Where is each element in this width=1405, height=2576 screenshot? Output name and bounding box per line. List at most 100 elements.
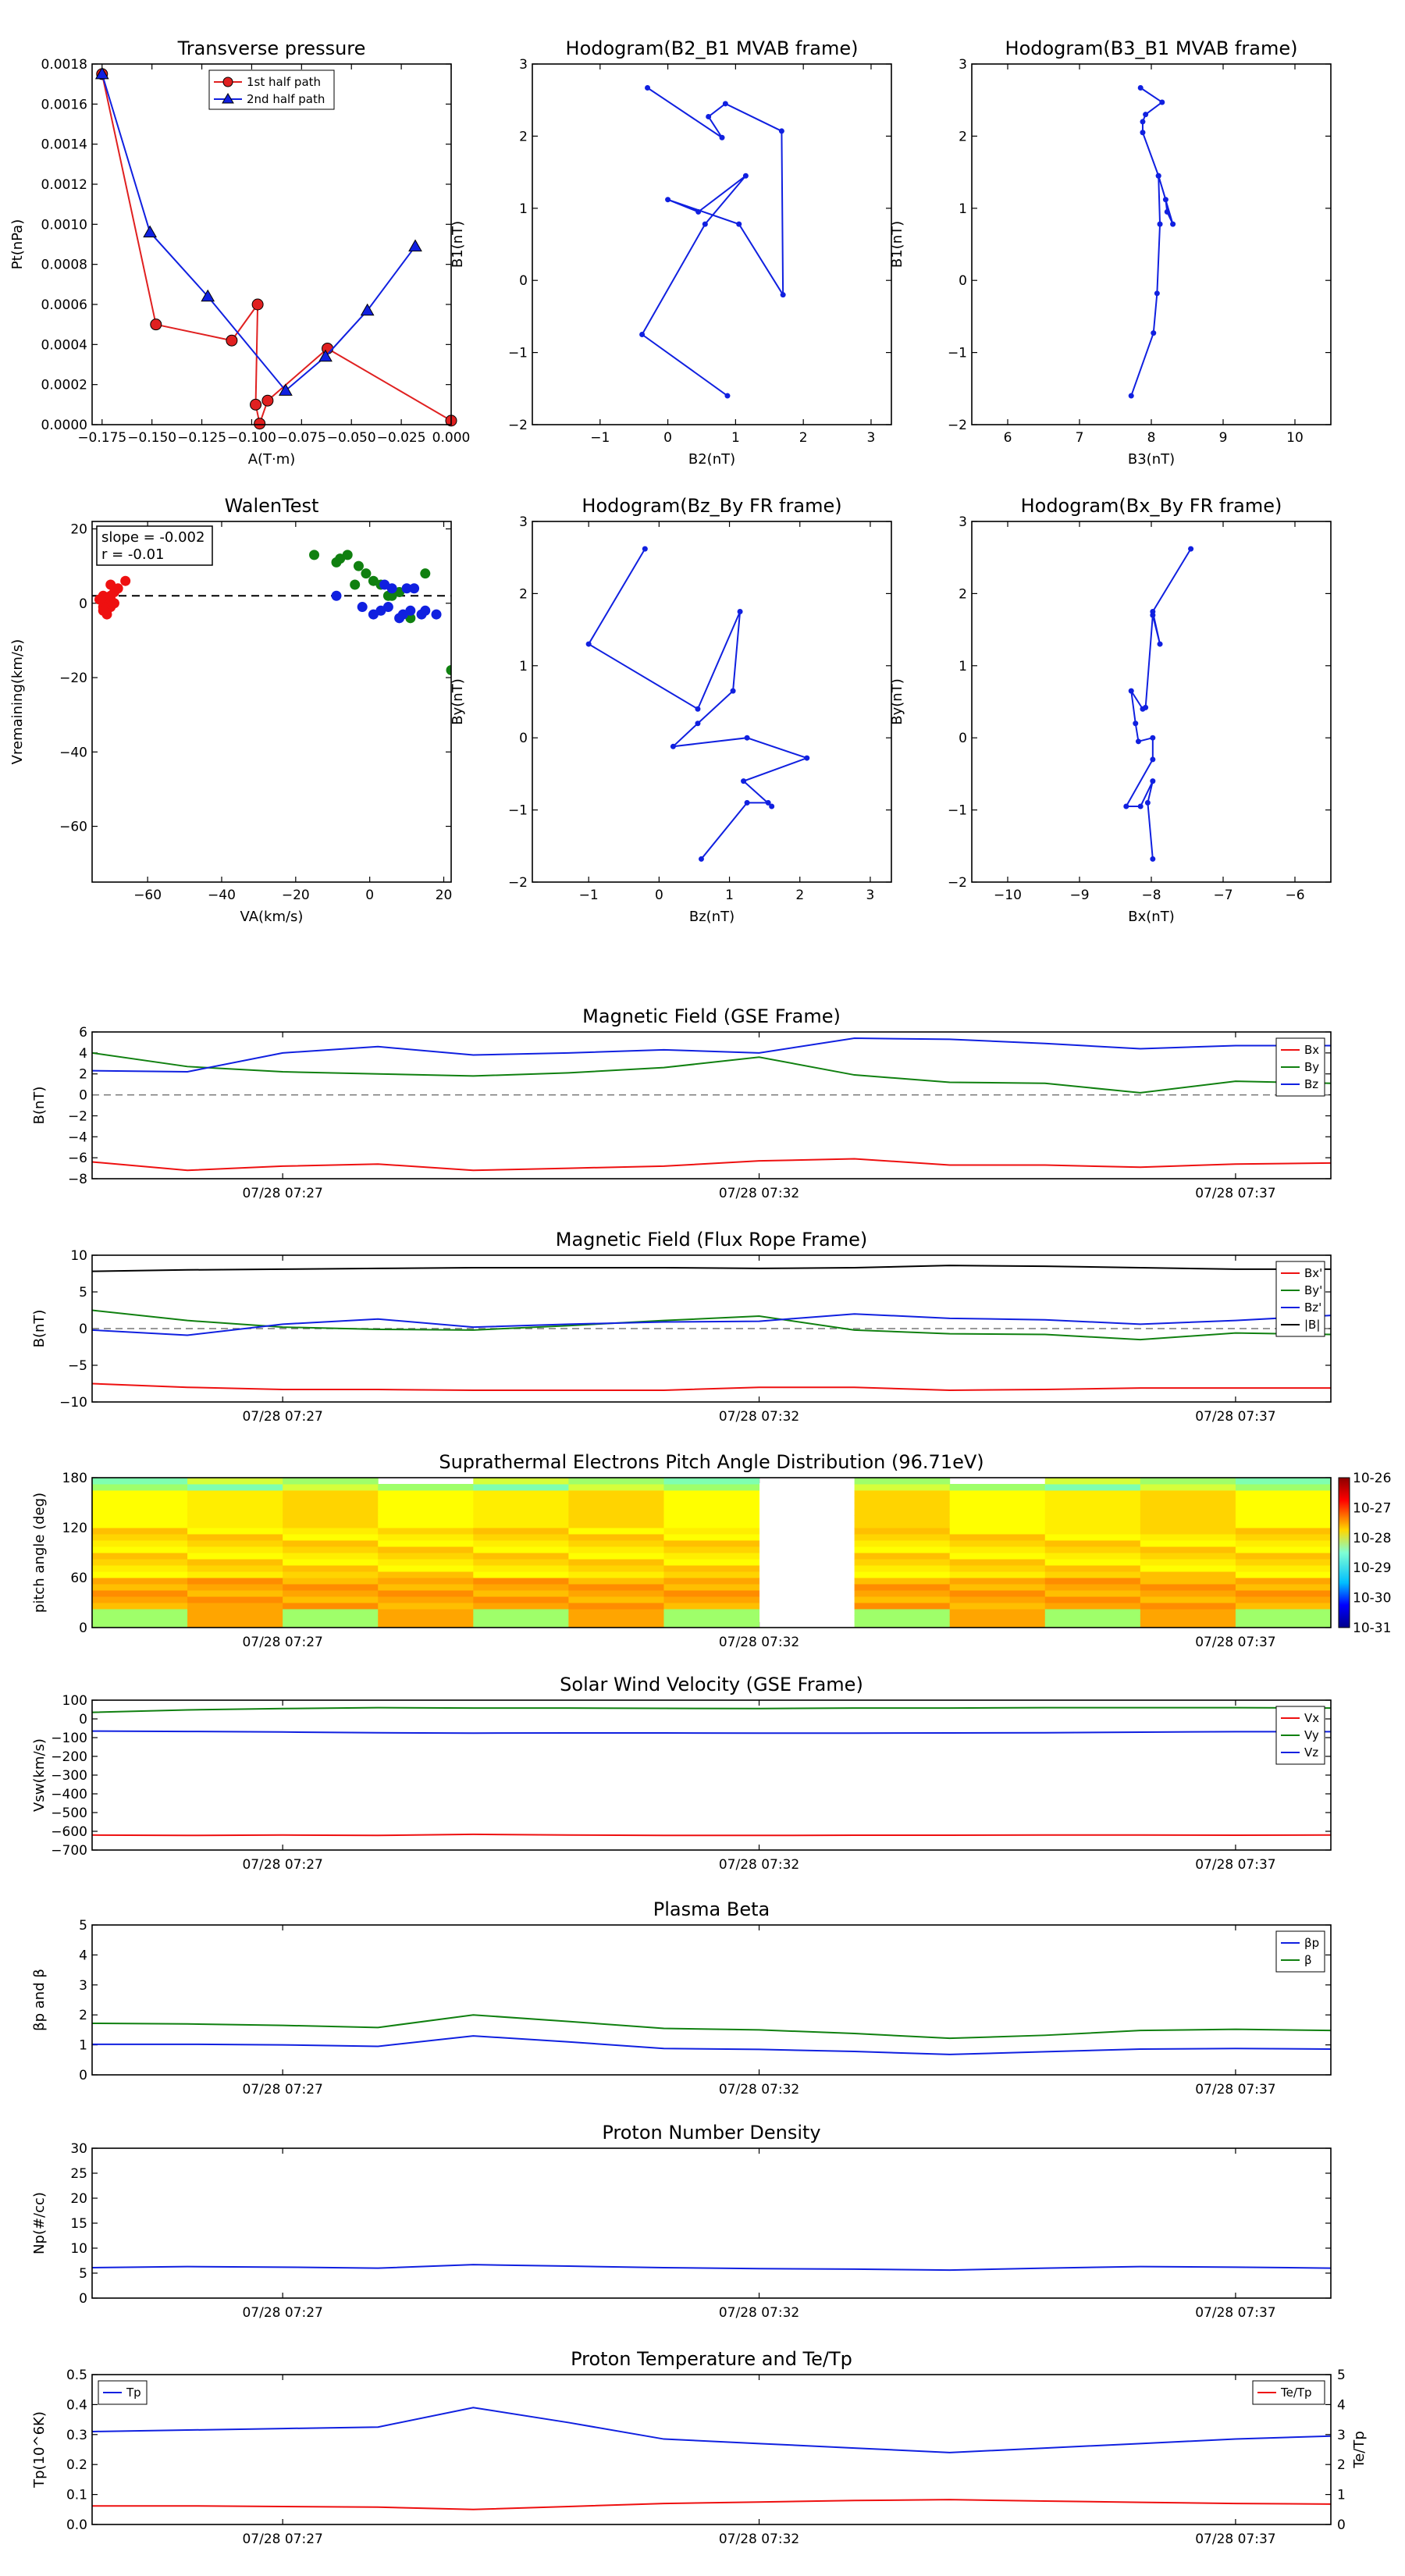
heatmap-cell — [1235, 1515, 1332, 1522]
y-tick-label: −1 — [948, 803, 967, 819]
heatmap-cell — [568, 1603, 664, 1610]
hodogram-trace-point — [1137, 803, 1144, 809]
axes-frame — [91, 1699, 1332, 1851]
heatmap-cell — [1235, 1603, 1332, 1610]
hodogram-trace-point — [1188, 546, 1194, 552]
legend-label: β — [1304, 1953, 1312, 1967]
y-tick-label: −1 — [508, 803, 528, 819]
y-tick-label: 0.5 — [66, 2368, 87, 2383]
heatmap-cell — [1140, 1553, 1236, 1560]
y-tick-label: 0 — [519, 273, 528, 289]
heatmap-cell — [283, 1540, 379, 1547]
y-tick-label: 2 — [959, 586, 967, 602]
colorbar-label: 10-31 — [1353, 1621, 1391, 1636]
y-tick-label: −2 — [948, 875, 967, 891]
heatmap-cell — [92, 1578, 188, 1585]
y-tick-label: 0.0008 — [41, 258, 87, 273]
heatmap-cell — [854, 1496, 951, 1503]
y-tick-label: 3 — [959, 514, 967, 530]
y-tick-label: 0 — [959, 273, 967, 289]
x-tick-label: −7 — [1213, 888, 1232, 903]
heatmap-cell — [1235, 1565, 1332, 1572]
legend-label: By' — [1304, 1283, 1322, 1297]
heatmap-cell — [187, 1528, 283, 1535]
heatmap-cell — [1044, 1584, 1141, 1591]
hodogram-trace-point — [585, 641, 592, 647]
x-tick-label: −0.050 — [327, 430, 376, 446]
heatmap-cell — [1044, 1515, 1141, 1522]
heatmap-cell — [949, 1596, 1046, 1603]
heatmap-cell — [568, 1590, 664, 1597]
y-tick-label: 0 — [519, 731, 528, 746]
heatmap-cell — [949, 1546, 1046, 1553]
heatmap-cell — [473, 1571, 569, 1578]
x-tick-label: 6 — [1004, 430, 1012, 446]
series-β — [92, 2014, 1331, 2040]
y-tick-label: 2 — [519, 586, 528, 602]
x-tick-label: 07/28 07:32 — [719, 1409, 799, 1425]
heatmap-cell — [854, 1534, 951, 1541]
heatmap-cell — [187, 1559, 283, 1566]
axes-frame — [91, 1924, 1332, 2076]
heatmap-cell — [283, 1534, 379, 1541]
heatmap-cell — [473, 1559, 569, 1566]
y-tick-label: −20 — [59, 671, 87, 686]
heatmap-cell — [378, 1515, 474, 1522]
y-tick-label: 0.0010 — [41, 217, 87, 233]
hodogram-trace-point — [695, 720, 701, 727]
heatmap-cell — [473, 1609, 569, 1616]
heatmap-cell — [663, 1515, 760, 1522]
heatmap-cell — [1235, 1609, 1332, 1616]
hodogram-trace-point — [665, 197, 671, 203]
pressure-series-2-marker — [143, 225, 157, 238]
heatmap-cell — [473, 1596, 569, 1603]
heatmap-cell — [283, 1584, 379, 1591]
heatmap-cell — [187, 1615, 283, 1622]
heatmap-cell — [949, 1578, 1046, 1585]
heatmap-cell — [854, 1546, 951, 1553]
y-tick-label: 100 — [62, 1693, 87, 1709]
heatmap-cell — [1044, 1490, 1141, 1497]
x-tick-label: 3 — [867, 430, 876, 446]
heatmap-cell — [92, 1484, 188, 1491]
heatmap-cell — [1044, 1496, 1141, 1503]
pressure-series-1-marker — [322, 342, 334, 354]
heatmap-cell — [949, 1496, 1046, 1503]
heatmap-cell — [568, 1490, 664, 1497]
x-tick-label: 3 — [866, 888, 875, 903]
pressure-series-1 — [101, 73, 451, 425]
legend-box — [1275, 1930, 1325, 1973]
hodogram-trace-point — [1140, 130, 1146, 136]
y-tick-label: −2 — [948, 418, 967, 433]
y-tick-label: −2 — [508, 418, 528, 433]
heatmap-cell — [568, 1565, 664, 1572]
colorbar-label: 10-28 — [1353, 1531, 1391, 1546]
heatmap-cell — [854, 1615, 951, 1622]
walen-point — [353, 560, 364, 571]
heatmap-cell — [663, 1609, 760, 1616]
walen-point — [420, 605, 431, 616]
panel-title: Proton Temperature and Te/Tp — [571, 2348, 852, 2370]
y-tick-label: 2 — [79, 1067, 87, 1083]
heatmap-cell — [283, 1484, 379, 1491]
x-tick-label: 07/28 07:32 — [719, 1857, 799, 1873]
x-tick-label: 0.000 — [432, 430, 471, 446]
heatmap-cell — [378, 1534, 474, 1541]
heatmap-cell — [854, 1609, 951, 1616]
heatmap-cell — [92, 1515, 188, 1522]
y-right-axis-label: Te/Tp — [1351, 2431, 1368, 2469]
hodogram-trace-point — [741, 778, 747, 785]
walen-point — [120, 575, 131, 586]
panel-tp: Transverse pressure 0.0000 0.0002 0.0004 0.0… — [9, 37, 470, 468]
heatmap-cell — [473, 1546, 569, 1553]
heatmap-cell — [1044, 1521, 1141, 1528]
heatmap-cell — [1140, 1540, 1236, 1547]
hodogram-trace-point — [695, 208, 702, 215]
x-tick-label: 07/28 07:32 — [719, 2532, 799, 2547]
heatmap-cell — [949, 1515, 1046, 1522]
heatmap-cell — [1044, 1590, 1141, 1597]
y-tick-label: 0 — [959, 731, 967, 746]
panel-vsw: Solar Wind Velocity (GSE Frame) −700 −600 −… — [31, 1674, 1332, 1873]
hodogram-trace-point — [1140, 119, 1146, 125]
y-tick-label: 0.0006 — [41, 297, 87, 313]
